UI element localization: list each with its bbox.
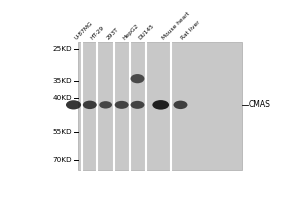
Text: HT-29: HT-29: [90, 25, 106, 41]
Ellipse shape: [130, 74, 145, 83]
Text: 293T: 293T: [106, 27, 120, 41]
Ellipse shape: [152, 100, 169, 110]
Ellipse shape: [115, 101, 129, 109]
Text: 25KD: 25KD: [53, 46, 72, 52]
Ellipse shape: [99, 101, 112, 109]
Bar: [78, 42, 242, 170]
Text: CMAS: CMAS: [249, 100, 271, 109]
Text: 70KD: 70KD: [53, 157, 72, 163]
Ellipse shape: [130, 101, 145, 109]
Ellipse shape: [83, 101, 97, 109]
Text: Rat liver: Rat liver: [181, 20, 201, 41]
Text: 35KD: 35KD: [53, 78, 72, 84]
Text: 40KD: 40KD: [53, 95, 72, 101]
Text: DU145: DU145: [137, 23, 155, 41]
Text: Mouse heart: Mouse heart: [161, 11, 190, 41]
Ellipse shape: [173, 101, 188, 109]
Text: U-87MG: U-87MG: [74, 21, 94, 41]
Text: HepG2: HepG2: [122, 23, 140, 41]
Text: 55KD: 55KD: [53, 129, 72, 135]
Ellipse shape: [66, 100, 81, 109]
